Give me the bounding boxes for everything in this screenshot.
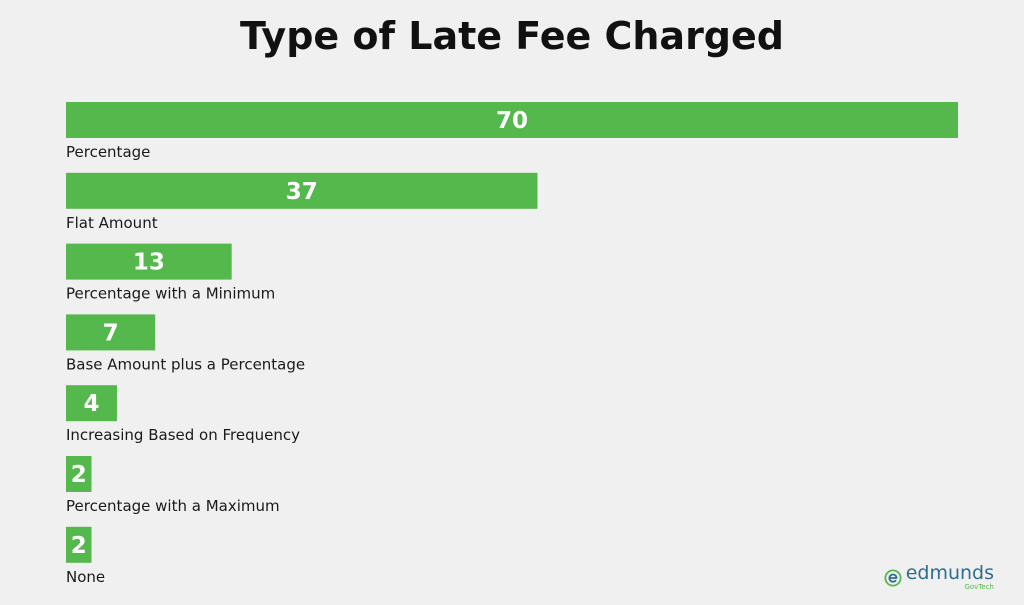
bar-value-label-4: 4 — [83, 391, 99, 417]
bar-value-label-3: 7 — [103, 320, 119, 346]
logo-name: edmunds — [905, 562, 994, 584]
category-label-4: Increasing Based on Frequency — [66, 426, 300, 444]
bar-4 — [66, 385, 117, 422]
category-label-5: Percentage with a Maximum — [66, 497, 280, 515]
logo-subtitle: GovTech — [964, 583, 994, 591]
bar-value-label-6: 2 — [71, 533, 87, 559]
bar-0 — [66, 102, 958, 138]
bar-1 — [66, 172, 538, 209]
bar-value-label-1: 37 — [286, 179, 318, 205]
bar-5 — [66, 456, 92, 492]
chart-title: Type of Late Fee Charged — [240, 14, 784, 58]
bar-value-label-5: 2 — [71, 462, 87, 488]
bar-value-label-0: 70 — [496, 108, 528, 134]
bar-2 — [66, 243, 232, 280]
category-label-2: Percentage with a Minimum — [66, 285, 275, 303]
bar-3 — [66, 314, 156, 351]
category-label-1: Flat Amount — [66, 214, 158, 232]
bar-6 — [66, 526, 92, 563]
category-label-3: Base Amount plus a Percentage — [66, 355, 305, 373]
edmunds-e-icon — [884, 568, 902, 587]
category-label-6: None — [66, 568, 105, 586]
edmunds-logo: edmunds GovTech — [884, 564, 994, 591]
category-label-0: Percentage — [66, 143, 150, 161]
bar-value-label-2: 13 — [133, 250, 165, 276]
